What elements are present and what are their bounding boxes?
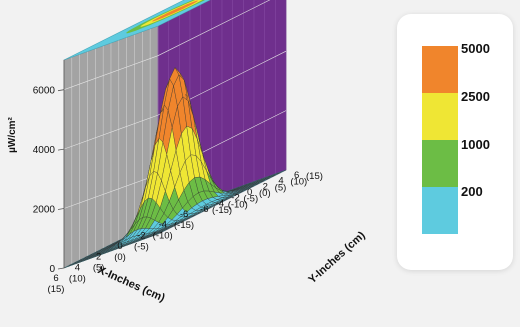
y-tick-label-cm: (-10): [228, 199, 248, 210]
z-tick-mark: [57, 267, 65, 270]
x-tick-label-cm: (-10): [153, 231, 173, 242]
z-axis-title: µW/cm²: [7, 116, 18, 152]
x-tick-label-cm: (15): [48, 284, 65, 295]
z-gridline: [63, 50, 287, 150]
x-tick-label: -2: [137, 230, 145, 241]
z-gridline: [63, 0, 271, 90]
z-tick-mark: [57, 148, 65, 151]
x-tick-label: 6: [53, 273, 58, 284]
legend-swatch-5000: [422, 46, 458, 93]
y-tick-label: -2: [231, 193, 239, 204]
z-tick-mark: [57, 208, 65, 210]
z-tick-mark: [57, 89, 65, 92]
legend-swatch-1000: [422, 140, 458, 187]
legend-swatch-200: [422, 187, 458, 234]
y-tick-label: 6: [294, 170, 299, 181]
legend-label-200: 200: [461, 184, 483, 199]
legend-label-2500: 2500: [461, 89, 490, 104]
z-tick-label: 2000: [33, 205, 56, 216]
y-tick-label: 2: [263, 181, 268, 192]
top-contour-2500: [152, 0, 198, 22]
y-tick-label-cm: (5): [275, 182, 287, 193]
x-tick-label: -4: [158, 220, 166, 231]
x-tick-label-cm: (-5): [134, 241, 149, 252]
z-tick-label: 6000: [33, 86, 56, 97]
x-tick-label: 0: [117, 241, 122, 252]
x-axis-title: X-Inches (cm): [96, 264, 167, 304]
y-tick-label-cm: (-15): [212, 205, 232, 216]
y-tick-label-cm: (0): [259, 188, 271, 199]
legend-label-5000: 5000: [461, 41, 490, 56]
x-tick-label-cm: (10): [69, 273, 86, 284]
y-axis-title: Y-Inches (cm): [306, 229, 367, 286]
legend-card: 5000 2500 1000 200: [397, 14, 513, 270]
z-tick-label: 0: [49, 264, 55, 275]
legend-label-1000: 1000: [461, 137, 490, 152]
x-tick-label-cm: (5): [93, 263, 105, 274]
y-tick-label: -4: [216, 198, 224, 209]
x-tick-label: -6: [180, 209, 188, 220]
y-tick-label-cm: (10): [290, 177, 307, 188]
z-tick-label: 4000: [33, 145, 56, 156]
y-tick-label: 0: [247, 187, 252, 198]
x-tick-label-cm: (-15): [174, 220, 194, 231]
x-tick-label-cm: (0): [114, 252, 126, 263]
y-tick-label-cm: (-5): [243, 194, 258, 205]
x-tick-label: 4: [75, 262, 80, 273]
y-tick-label-cm: (15): [306, 171, 323, 182]
x-tick-label: 2: [96, 252, 101, 263]
y-tick-label: -6: [200, 204, 208, 215]
y-tick-label: 4: [278, 176, 283, 187]
chart-surface: [63, 66, 287, 269]
legend-swatch-2500: [422, 93, 458, 140]
surface-cell: [276, 169, 287, 175]
